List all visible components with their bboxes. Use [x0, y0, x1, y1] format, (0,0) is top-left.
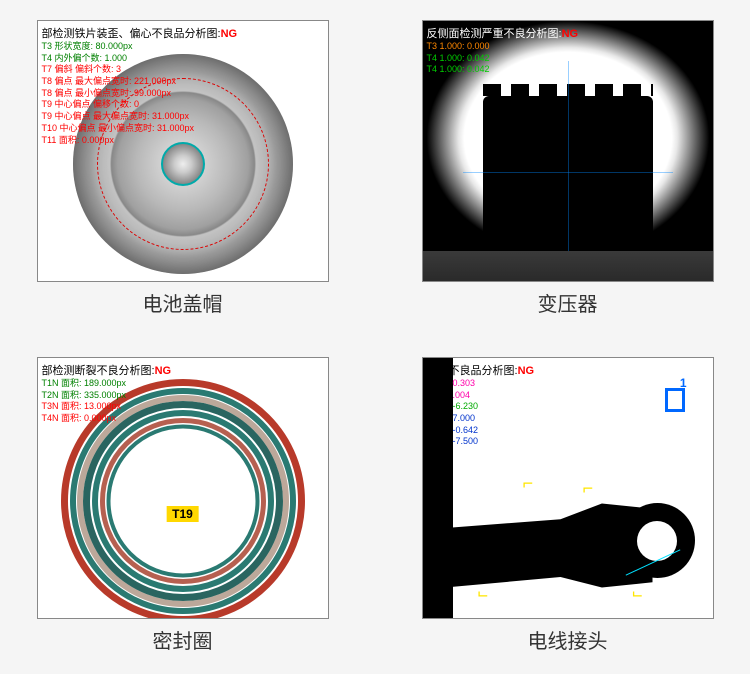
measurement-row: T10 中心偏点 最小偏点宽时: 31.000px — [42, 123, 195, 135]
cursor-mark-icon: ⌐ — [632, 585, 643, 606]
measurement-row: T8 偏点 最小偏点宽时: 99.000px — [42, 88, 195, 100]
measurement-row: -6.230 — [453, 401, 479, 413]
measurement-row: T4 1.000: 0.042 — [427, 64, 490, 76]
measurement-row: T11 面积: 0.000px — [42, 135, 195, 147]
left-band — [423, 358, 453, 618]
panel-transformer: 反侧面检测严重不良分析图:NG T3 1.000: 0.000 T4 1.000… — [422, 20, 714, 282]
panel-caption: 电线接头 — [528, 625, 608, 654]
panel-wire-lug: 1 ⌐ ⌐ ⌐ ⌐ 护套不良品分析图:NG 0.303 .004 -6.230 … — [422, 357, 714, 619]
measurement-list: T3 1.000: 0.000 T4 1.000: 0.042 T4 1.000… — [427, 41, 490, 76]
cell-wire-lug: 1 ⌐ ⌐ ⌐ ⌐ 护套不良品分析图:NG 0.303 .004 -6.230 … — [415, 357, 720, 654]
measurement-row: .004 — [453, 390, 479, 402]
cell-seal-ring: T19 部检测断裂不良分析图:NG T1N 面积: 189.000px T2N … — [30, 357, 335, 654]
measurement-row: -7.500 — [453, 436, 479, 448]
measurement-row: T4N 面积: 0.000px — [42, 413, 127, 425]
title-text: 反侧面检测严重不良分析图: — [427, 28, 562, 40]
panel-title: 反侧面检测严重不良分析图:NG — [427, 25, 579, 41]
ring-badge: T19 — [166, 506, 199, 522]
title-text: 护套不良品分析图: — [427, 365, 518, 377]
measurement-list: 0.303 .004 -6.230 7.000 -0.642 -7.500 — [453, 378, 479, 448]
panel-seal-ring: T19 部检测断裂不良分析图:NG T1N 面积: 189.000px T2N … — [37, 357, 329, 619]
measurement-row: 0.303 — [453, 378, 479, 390]
measurement-list: T3 形状宽度: 80.000px T4 内外偏个数: 1.000 T7 偏斜 … — [42, 41, 195, 146]
panel-title: 护套不良品分析图:NG — [427, 362, 535, 378]
status-badge: NG — [221, 28, 238, 40]
measurement-row: T8 偏点 最大偏点宽时: 221.000px — [42, 76, 195, 88]
cell-battery-cap: 部检测铁片装歪、偏心不良品分析图:NG T3 形状宽度: 80.000px T4… — [30, 20, 335, 317]
measurement-row: T9 中心偏点 最大偏点宽时: 31.000px — [42, 111, 195, 123]
title-text: 部检测铁片装歪、偏心不良品分析图: — [42, 28, 221, 40]
ground-plane — [423, 251, 713, 281]
panel-title: 部检测铁片装歪、偏心不良品分析图:NG — [42, 25, 238, 41]
measurement-row: -0.642 — [453, 425, 479, 437]
measurement-row: T1N 面积: 189.000px — [42, 378, 127, 390]
crosshair-horizontal — [463, 172, 673, 173]
crosshair-vertical — [568, 61, 569, 251]
measurement-row: T7 偏斜 偏斜个数: 3 — [42, 64, 195, 76]
title-text: 部检测断裂不良分析图: — [42, 365, 155, 377]
measurement-list: T1N 面积: 189.000px T2N 面积: 335.000px T3N … — [42, 378, 127, 425]
status-badge: NG — [562, 28, 579, 40]
panel-caption: 密封圈 — [153, 625, 213, 654]
panel-battery-cap: 部检测铁片装歪、偏心不良品分析图:NG T3 形状宽度: 80.000px T4… — [37, 20, 329, 282]
panel-caption: 电池盖帽 — [143, 288, 223, 317]
cell-transformer: 反侧面检测严重不良分析图:NG T3 1.000: 0.000 T4 1.000… — [415, 20, 720, 317]
panel-caption: 变压器 — [538, 288, 598, 317]
measurement-row: T3 形状宽度: 80.000px — [42, 41, 195, 53]
measurement-row: T3 1.000: 0.000 — [427, 41, 490, 53]
measurement-row: T4 1.000: 0.042 — [427, 53, 490, 65]
cursor-mark-icon: ⌐ — [523, 473, 534, 494]
measurement-row: T9 中心偏点 偏移个数: 0 — [42, 99, 195, 111]
cursor-mark-icon: ⌐ — [478, 585, 489, 606]
panel-title: 部检测断裂不良分析图:NG — [42, 362, 172, 378]
status-badge: NG — [518, 365, 535, 377]
measurement-row: 7.000 — [453, 413, 479, 425]
blue-marker-label: 1 — [680, 376, 687, 390]
status-badge: NG — [155, 365, 172, 377]
blue-marker-icon — [665, 388, 685, 412]
measurement-row: T2N 面积: 335.000px — [42, 390, 127, 402]
measurement-row: T4 内外偏个数: 1.000 — [42, 53, 195, 65]
lug-ring — [620, 503, 695, 578]
measurement-row: T3N 面积: 13.000px — [42, 401, 127, 413]
cursor-mark-icon: ⌐ — [583, 478, 594, 499]
